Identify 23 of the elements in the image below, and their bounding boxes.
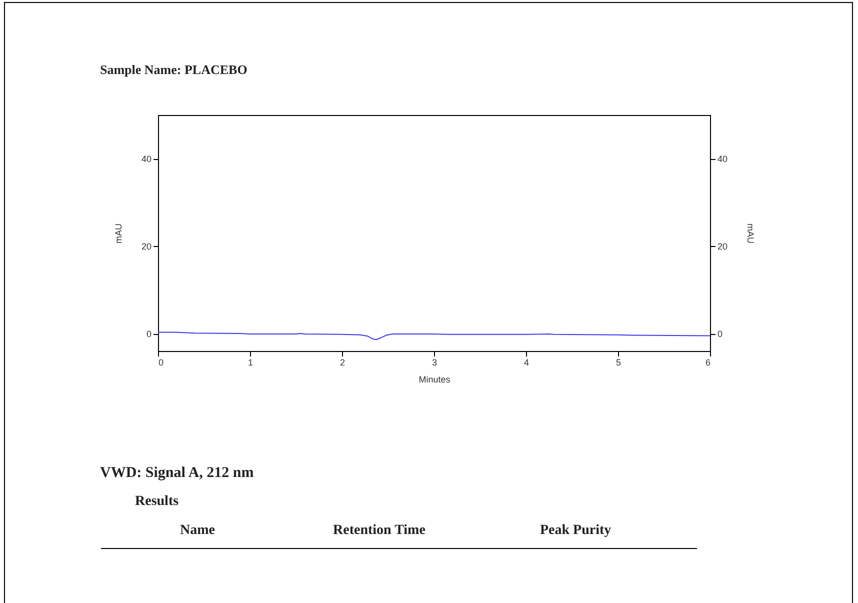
chart-title: Sample Name: PLACEBO <box>100 62 248 78</box>
text: Retention Time <box>333 523 426 539</box>
x-axis-title: Minutes <box>418 374 451 384</box>
y-tick-label: 40 <box>141 154 152 164</box>
x-tick-label: 1 <box>248 358 254 368</box>
x-tick-label: 6 <box>705 358 710 368</box>
y2-tick-label: 20 <box>718 242 728 252</box>
x-tick-label: 2 <box>340 358 346 368</box>
x-tick-label: 0 <box>158 358 164 368</box>
y2-axis-title: mAU <box>746 224 756 244</box>
x-tick-label: 5 <box>616 358 622 368</box>
y-tick-label: 20 <box>141 242 152 252</box>
x-tick-label: 4 <box>524 358 530 368</box>
y-tick-label: 0 <box>146 329 152 340</box>
x-tick-label: 3 <box>432 358 438 368</box>
line-series <box>158 332 710 340</box>
text: Results <box>135 494 179 510</box>
text: Peak Purity <box>540 523 612 539</box>
y-axis-title: mAU <box>113 224 124 244</box>
y2-tick-label: 0 <box>718 329 723 340</box>
text: Name <box>180 523 215 539</box>
text: VWD: Signal A, 212 nm <box>100 465 254 482</box>
y2-tick-label: 40 <box>718 154 728 164</box>
